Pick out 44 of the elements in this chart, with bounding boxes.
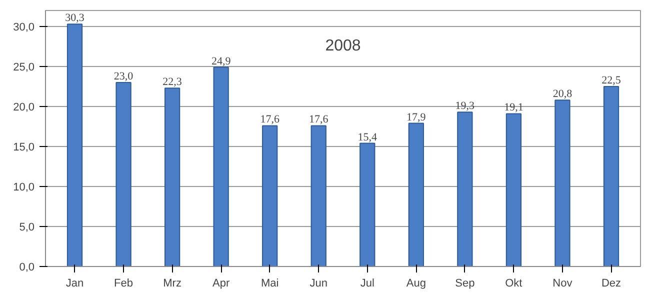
y-tick-label: 20,0 <box>13 102 35 114</box>
data-label: 17,6 <box>260 114 280 126</box>
data-label: 30,3 <box>65 12 85 24</box>
bar <box>603 86 620 266</box>
y-tick-label: 25,0 <box>13 62 35 74</box>
bar <box>554 100 570 266</box>
x-tick-label: Okt <box>505 278 522 290</box>
x-tick-label: Apr <box>212 278 230 290</box>
x-tick-label: Jul <box>360 278 374 290</box>
data-label: 22,3 <box>162 76 182 88</box>
data-label: 17,6 <box>308 114 329 126</box>
x-tick-label: Mrz <box>163 278 182 290</box>
x-tick-label: Sep <box>455 278 475 290</box>
bar <box>506 113 522 266</box>
x-tick-label: Jan <box>66 278 84 290</box>
data-label: 19,3 <box>455 100 476 112</box>
bar <box>213 66 229 266</box>
bar <box>408 122 424 266</box>
x-tick-label: Nov <box>552 278 573 290</box>
x-tick-label: Aug <box>406 278 426 290</box>
data-label: 17,9 <box>406 111 426 124</box>
x-tick-label: Jun <box>310 278 328 290</box>
y-tick-label: 0,0 <box>19 262 35 274</box>
bar <box>360 142 376 266</box>
data-label: 22,5 <box>602 74 622 86</box>
y-tick-label: 30,0 <box>13 22 35 34</box>
data-label: 20,8 <box>552 88 573 100</box>
data-label: 19,1 <box>504 102 524 114</box>
bar <box>116 82 132 266</box>
text: 2008 <box>325 38 361 54</box>
y-tick-label: 10,0 <box>13 182 35 194</box>
bar <box>310 125 326 266</box>
y-tick-label: 5,0 <box>19 222 35 234</box>
bar <box>164 88 180 266</box>
x-tick-label: Dez <box>601 278 622 290</box>
x-tick-label: Mai <box>260 278 279 290</box>
data-label: 23,0 <box>114 70 134 82</box>
data-label: 15,4 <box>358 131 378 144</box>
bar <box>66 24 83 266</box>
x-tick-label: Feb <box>114 278 134 290</box>
data-label: 24,9 <box>211 55 232 68</box>
bar <box>262 125 278 266</box>
y-tick-label: 15,0 <box>13 142 35 154</box>
bar <box>457 112 473 266</box>
